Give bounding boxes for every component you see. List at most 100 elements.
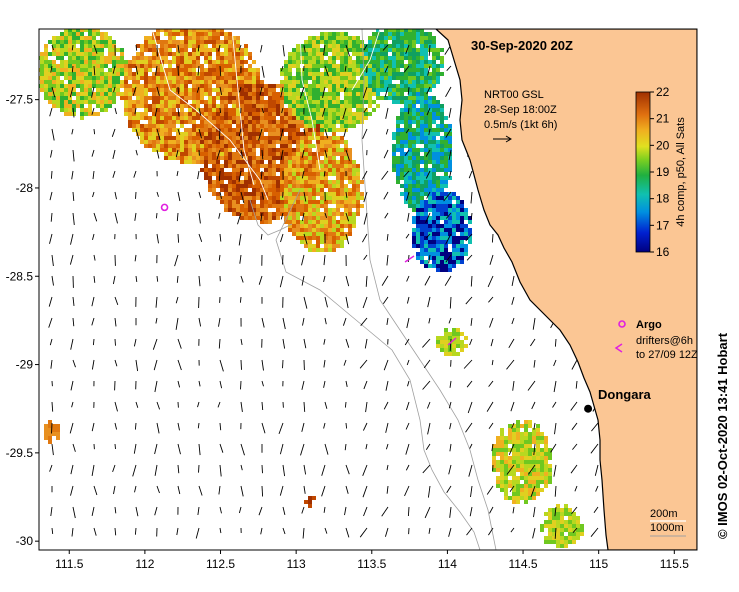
sst-pixel — [128, 100, 132, 104]
sst-pixel — [136, 132, 140, 136]
sst-pixel — [184, 160, 188, 164]
sst-pixel — [208, 176, 212, 180]
sst-pixel — [76, 29, 80, 32]
sst-pixel — [208, 136, 212, 140]
sst-pixel — [192, 48, 196, 52]
sst-pixel — [160, 76, 164, 80]
sst-pixel — [160, 140, 164, 144]
sst-pixel — [132, 108, 136, 112]
sst-pixel — [96, 104, 100, 108]
sst-pixel — [180, 100, 184, 104]
sst-pixel — [220, 104, 224, 108]
sst-pixel — [128, 96, 132, 100]
sst-pixel — [228, 184, 232, 188]
sst-pixel — [52, 96, 56, 100]
sst-pixel — [112, 96, 116, 100]
sst-pixel — [200, 116, 204, 120]
sst-pixel — [64, 84, 68, 88]
sst-pixel — [128, 124, 132, 128]
sst-pixel — [60, 48, 64, 52]
sst-pixel — [120, 72, 124, 76]
sst-pixel — [136, 84, 140, 88]
sst-pixel — [152, 100, 156, 104]
sst-pixel — [88, 96, 92, 100]
sst-pixel — [236, 104, 240, 108]
sst-pixel — [124, 76, 128, 80]
sst-pixel — [268, 104, 272, 108]
sst-pixel — [204, 32, 208, 36]
sst-pixel — [160, 40, 164, 44]
sst-pixel — [220, 164, 224, 168]
sst-pixel — [148, 44, 152, 48]
sst-pixel — [128, 68, 132, 72]
sst-pixel — [224, 112, 228, 116]
sst-pixel — [248, 64, 252, 68]
sst-pixel — [268, 184, 272, 188]
sst-pixel — [192, 140, 196, 144]
sst-pixel — [160, 48, 164, 52]
sst-pixel — [208, 132, 212, 136]
sst-pixel — [208, 36, 212, 40]
sst-pixel — [152, 124, 156, 128]
sst-pixel — [80, 48, 84, 52]
sst-pixel — [268, 124, 272, 128]
sst-pixel — [236, 196, 240, 200]
sst-pixel — [80, 100, 84, 104]
sst-pixel — [272, 116, 276, 120]
sst-pixel — [76, 52, 80, 56]
sst-pixel — [116, 92, 120, 96]
sst-pixel — [96, 84, 100, 88]
sst-pixel — [216, 172, 220, 176]
sst-pixel — [144, 64, 148, 68]
sst-pixel — [276, 136, 280, 140]
sst-pixel — [180, 136, 184, 140]
sst-pixel — [116, 56, 120, 60]
sst-pixel — [136, 52, 140, 56]
sst-pixel — [216, 136, 220, 140]
sst-pixel — [292, 148, 296, 152]
sst-pixel — [116, 84, 120, 88]
sst-pixel — [136, 80, 140, 84]
sst-pixel — [84, 80, 88, 84]
sst-pixel — [104, 64, 108, 68]
sst-pixel — [152, 148, 156, 152]
sst-pixel — [208, 52, 212, 56]
sst-pixel — [152, 52, 156, 56]
sst-pixel — [228, 36, 232, 40]
sst-pixel — [208, 40, 212, 44]
sst-pixel — [60, 32, 64, 36]
sst-pixel — [88, 100, 92, 104]
sst-pixel — [224, 120, 228, 124]
sst-pixel — [216, 120, 220, 124]
sst-pixel — [52, 52, 56, 56]
sst-pixel — [56, 80, 60, 84]
sst-pixel — [180, 156, 184, 160]
sst-pixel — [108, 36, 112, 40]
sst-pixel — [72, 92, 76, 96]
sst-pixel — [108, 100, 112, 104]
sst-pixel — [256, 180, 260, 184]
sst-pixel — [84, 96, 88, 100]
sst-pixel — [136, 60, 140, 64]
sst-pixel — [124, 104, 128, 108]
sst-pixel — [216, 108, 220, 112]
sst-pixel — [136, 116, 140, 120]
sst-pixel — [76, 96, 80, 100]
sst-pixel — [184, 80, 188, 84]
sst-pixel — [188, 72, 192, 76]
sst-pixel — [244, 52, 248, 56]
sst-pixel — [232, 80, 236, 84]
sst-pixel — [80, 56, 84, 60]
sst-pixel — [224, 152, 228, 156]
sst-pixel — [276, 120, 280, 124]
sst-pixel — [60, 92, 64, 96]
sst-pixel — [144, 108, 148, 112]
sst-pixel — [104, 60, 108, 64]
sst-pixel — [268, 156, 272, 160]
sst-pixel — [144, 36, 148, 40]
sst-pixel — [104, 84, 108, 88]
sst-pixel — [108, 84, 112, 88]
sst-pixel — [76, 104, 80, 108]
sst-pixel — [216, 92, 220, 96]
